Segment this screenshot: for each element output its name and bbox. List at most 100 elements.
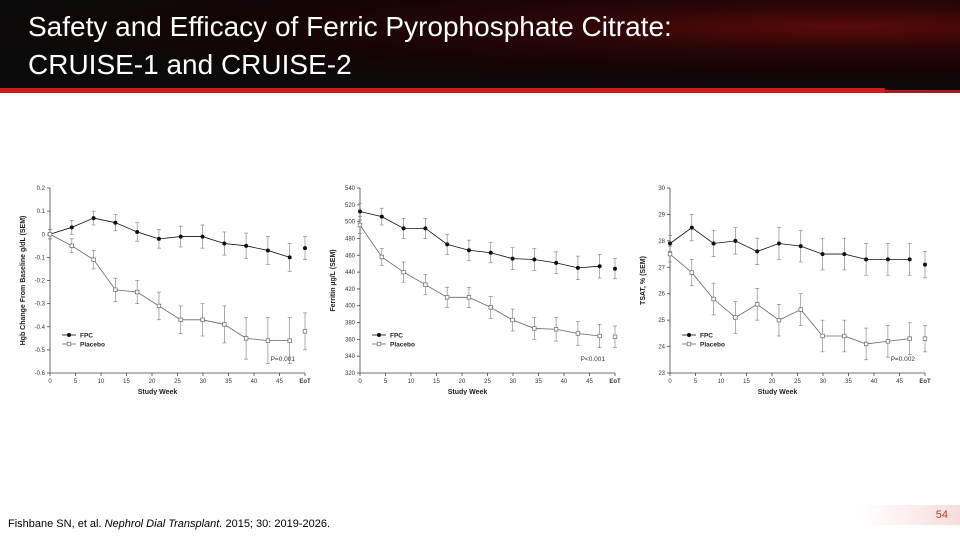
y-tick-label: -0.1 xyxy=(35,255,46,261)
fpc-point xyxy=(554,260,559,265)
fpc-point xyxy=(135,229,140,234)
fpc-point xyxy=(820,252,825,257)
fpc-point xyxy=(689,225,694,230)
citation-authors: Fishbane SN, et al. xyxy=(8,518,105,530)
x-tick-label: 0 xyxy=(48,379,52,385)
x-tick-label: 20 xyxy=(769,379,776,385)
legend-label: Placebo xyxy=(390,341,415,348)
x-tick-label: 5 xyxy=(694,379,698,385)
y-tick-label: -0.4 xyxy=(35,325,46,331)
placebo-point xyxy=(423,282,428,287)
y-tick-label: 27 xyxy=(658,265,665,271)
legend-marker xyxy=(687,333,691,337)
page-number: 54 xyxy=(860,505,960,525)
fpc-point xyxy=(711,241,716,246)
x-tick-label: EoT xyxy=(609,379,621,385)
x-tick-label: 25 xyxy=(174,379,181,385)
citation: Fishbane SN, et al. Nephrol Dial Transpl… xyxy=(8,518,330,530)
placebo-eot-point xyxy=(302,329,308,334)
placebo-point xyxy=(597,333,602,339)
fpc-point xyxy=(69,225,74,230)
y-tick-label: 0 xyxy=(42,232,46,238)
legend-marker xyxy=(66,341,72,347)
placebo-point xyxy=(711,296,716,302)
placebo-point xyxy=(842,333,847,339)
y-tick-label: 28 xyxy=(658,239,665,245)
fpc-point xyxy=(358,209,362,214)
fpc-point xyxy=(200,234,205,239)
y-tick-label: 0.1 xyxy=(37,209,46,215)
x-tick-label: 45 xyxy=(586,379,593,385)
fpc-point xyxy=(445,242,450,247)
placebo-line xyxy=(49,233,290,342)
x-tick-label: 35 xyxy=(845,379,852,385)
placebo-point xyxy=(156,303,162,309)
p-value-label: P=0.001 xyxy=(271,356,296,363)
placebo-point xyxy=(135,289,140,295)
legend-marker xyxy=(377,333,381,337)
fpc-eot-point xyxy=(613,266,617,271)
placebo-point xyxy=(553,327,559,332)
slide-header: Safety and Efficacy of Ferric Pyrophosph… xyxy=(0,0,960,90)
fpc-point xyxy=(113,220,118,225)
y-tick-label: 30 xyxy=(658,186,665,192)
legend-label: FPC xyxy=(390,332,403,339)
y-tick-label: 24 xyxy=(658,345,665,351)
y-tick-label: 480 xyxy=(345,236,356,242)
y-tick-label: -0.6 xyxy=(35,371,46,377)
placebo-point xyxy=(798,307,803,312)
citation-details: 2015; 30: 2019-2026. xyxy=(222,518,331,530)
placebo-point xyxy=(401,269,406,275)
placebo-point xyxy=(445,295,450,300)
placebo-point xyxy=(863,341,869,347)
legend-marker xyxy=(686,341,692,347)
placebo-point xyxy=(488,305,493,310)
placebo-point xyxy=(689,270,694,275)
x-tick-label: EoT xyxy=(299,379,311,385)
y-tick-label: 380 xyxy=(345,321,356,327)
x-tick-label: 45 xyxy=(276,379,283,385)
y-tick-label: -0.5 xyxy=(35,348,46,354)
fpc-point xyxy=(733,238,738,243)
x-tick-label: 20 xyxy=(149,379,156,385)
y-tick-label: -0.3 xyxy=(35,302,46,308)
x-tick-label: 35 xyxy=(225,379,232,385)
accent-bar xyxy=(0,88,885,93)
fpc-point xyxy=(265,248,270,253)
placebo-point xyxy=(820,333,825,339)
y-tick-label: 520 xyxy=(345,203,356,209)
fpc-point xyxy=(178,234,183,239)
placebo-point xyxy=(907,336,912,341)
fpc-point xyxy=(222,241,227,246)
y-tick-label: 500 xyxy=(345,220,356,226)
placebo-point xyxy=(532,326,537,331)
fpc-point xyxy=(91,216,96,221)
fpc-line xyxy=(359,211,600,269)
x-tick-label: EoT xyxy=(919,379,931,385)
x-tick-label: 25 xyxy=(794,379,801,385)
x-axis-label: Study Week xyxy=(138,389,178,395)
legend-label: Placebo xyxy=(700,341,725,348)
y-tick-label: 440 xyxy=(345,270,356,276)
placebo-eot-point xyxy=(612,334,618,339)
p-value-label: P<0.001 xyxy=(581,356,606,363)
legend-label: FPC xyxy=(80,332,93,339)
y-tick-label: 340 xyxy=(345,354,356,360)
placebo-point xyxy=(69,243,74,248)
x-tick-label: 40 xyxy=(561,379,568,385)
placebo-point xyxy=(222,322,227,327)
placebo-point xyxy=(466,295,472,300)
placebo-point xyxy=(287,338,292,343)
fpc-point xyxy=(864,257,869,262)
y-axis-label: Hgb Change From Baseline g/dL (SEM) xyxy=(20,216,27,346)
x-tick-label: 0 xyxy=(358,379,362,385)
citation-journal: Nephrol Dial Transplant. xyxy=(104,518,223,530)
placebo-point xyxy=(243,336,249,341)
x-tick-label: 20 xyxy=(459,379,466,385)
fpc-point xyxy=(842,252,847,257)
fpc-line xyxy=(49,217,290,258)
placebo-point xyxy=(379,254,384,260)
slide-title-line1: Safety and Efficacy of Ferric Pyrophosph… xyxy=(28,11,672,42)
y-tick-label: 320 xyxy=(345,371,356,377)
